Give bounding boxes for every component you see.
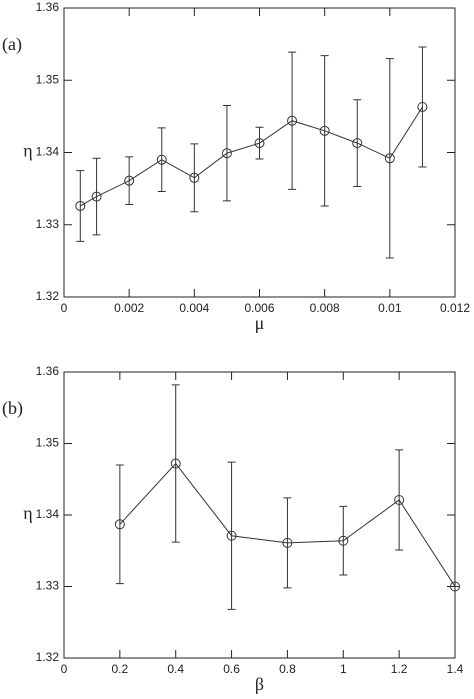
x-tick-label: 0.004: [179, 301, 209, 315]
y-tick-label: 1.33: [36, 217, 60, 231]
data-point: [282, 537, 293, 548]
x-tick-label: 0.012: [440, 301, 470, 315]
x-tick-label: 0.8: [279, 662, 296, 676]
error-bar: [418, 46, 427, 168]
x-tick-label: 1: [340, 662, 347, 676]
data-point: [114, 519, 125, 530]
data-point: [384, 153, 395, 164]
panel-label: (a): [2, 34, 22, 55]
x-axis-label: μ: [255, 313, 265, 333]
x-tick-label: 0: [61, 662, 68, 676]
error-bar: [339, 505, 348, 576]
error-bar: [385, 58, 394, 259]
x-tick-label: 0.2: [112, 662, 129, 676]
y-axis-label: η: [23, 141, 32, 161]
data-point: [394, 494, 405, 505]
x-tick-label: 0.006: [244, 301, 274, 315]
error-bar: [125, 156, 134, 206]
plot-frame: [63, 371, 456, 659]
y-tick-label: 1.34: [36, 145, 60, 159]
error-bar: [92, 157, 101, 236]
error-bar: [320, 55, 329, 207]
x-tick-label: 0.002: [114, 301, 144, 315]
x-tick-label: 1.2: [391, 662, 408, 676]
y-tick-label: 1.34: [36, 507, 60, 521]
y-tick-label: 1.35: [36, 72, 60, 86]
x-tick-label: 0.6: [223, 662, 240, 676]
error-bar: [157, 127, 166, 193]
x-tick-label: 0.008: [310, 301, 340, 315]
data-point: [338, 535, 349, 546]
x-tick-label: 0.4: [167, 662, 184, 676]
error-bar: [353, 99, 362, 187]
data-point: [287, 115, 298, 126]
data-point: [221, 148, 232, 159]
error-bar: [171, 384, 180, 543]
data-point: [156, 154, 167, 165]
error-bar: [255, 126, 264, 160]
error-bar: [222, 105, 231, 202]
x-tick-label: 0: [61, 301, 68, 315]
data-point: [352, 138, 363, 149]
y-tick-label: 1.32: [36, 289, 60, 303]
data-point: [254, 138, 265, 149]
y-tick-label: 1.35: [36, 436, 60, 450]
y-tick-label: 1.33: [36, 579, 60, 593]
data-point: [170, 458, 181, 469]
data-point: [124, 175, 135, 186]
x-axis-label: β: [255, 674, 264, 694]
x-tick-label: 1.4: [447, 662, 464, 676]
error-bar: [115, 464, 124, 585]
data-point: [226, 530, 237, 541]
error-bar: [227, 461, 236, 610]
panel-label: (b): [2, 398, 23, 419]
error-bar: [288, 51, 297, 190]
y-tick-label: 1.36: [36, 364, 60, 378]
data-point: [91, 191, 102, 202]
data-point: [189, 172, 200, 183]
data-line: [80, 106, 423, 207]
y-tick-label: 1.36: [36, 0, 60, 14]
data-point: [319, 125, 330, 136]
error-bar: [283, 497, 292, 589]
error-bar: [190, 143, 199, 213]
error-bar: [76, 170, 85, 242]
x-tick-label: 0.01: [378, 301, 402, 315]
data-point: [75, 200, 86, 211]
data-point: [417, 101, 428, 112]
y-axis-label: η: [23, 503, 32, 523]
y-tick-label: 1.32: [36, 650, 60, 664]
error-bar: [395, 449, 404, 551]
data-point: [450, 581, 460, 592]
